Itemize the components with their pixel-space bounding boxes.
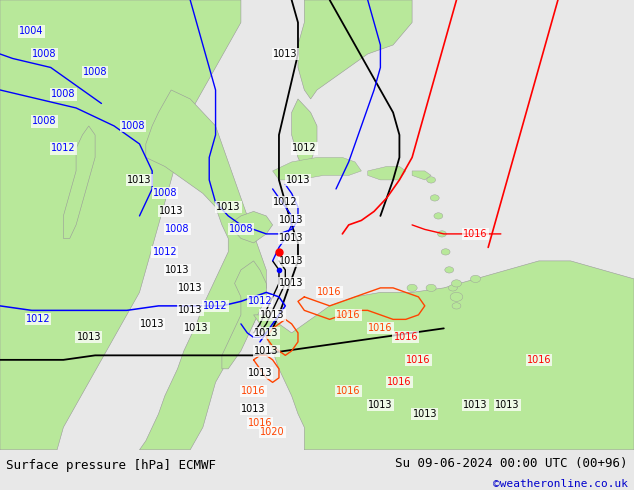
Text: 1013: 1013: [280, 233, 304, 244]
Text: 1013: 1013: [159, 206, 183, 217]
Circle shape: [445, 267, 454, 273]
Text: 1013: 1013: [165, 265, 190, 275]
Text: 1013: 1013: [280, 216, 304, 225]
Circle shape: [441, 249, 450, 255]
Text: 1016: 1016: [368, 323, 392, 333]
Text: 1008: 1008: [229, 224, 253, 234]
Text: 1013: 1013: [77, 332, 101, 343]
Text: 1013: 1013: [495, 400, 519, 410]
Text: 1016: 1016: [318, 287, 342, 297]
Circle shape: [448, 285, 457, 291]
Text: 1013: 1013: [254, 328, 278, 338]
Text: 1008: 1008: [32, 117, 56, 126]
Polygon shape: [228, 211, 273, 243]
Circle shape: [427, 177, 436, 183]
Circle shape: [426, 284, 436, 292]
Text: 1013: 1013: [286, 175, 310, 185]
Text: 1013: 1013: [368, 400, 392, 410]
Text: Surface pressure [hPa] ECMWF: Surface pressure [hPa] ECMWF: [6, 460, 216, 472]
Polygon shape: [292, 99, 317, 171]
Text: 1008: 1008: [121, 121, 145, 131]
Circle shape: [430, 195, 439, 201]
Polygon shape: [298, 0, 412, 99]
Text: 1012: 1012: [248, 296, 272, 306]
Text: ©weatheronline.co.uk: ©weatheronline.co.uk: [493, 479, 628, 489]
Text: 1012: 1012: [273, 197, 297, 207]
Text: 1013: 1013: [178, 305, 202, 316]
Text: 1013: 1013: [140, 319, 164, 329]
Polygon shape: [412, 171, 431, 180]
Text: 1004: 1004: [20, 26, 44, 36]
Text: 1008: 1008: [83, 67, 107, 77]
Text: 1008: 1008: [165, 224, 190, 234]
Text: 1013: 1013: [413, 409, 437, 419]
Circle shape: [407, 284, 417, 292]
Circle shape: [470, 275, 481, 283]
Text: 1016: 1016: [406, 355, 430, 365]
Text: 1012: 1012: [292, 144, 316, 153]
Text: 1013: 1013: [184, 323, 209, 333]
Text: Su 09-06-2024 00:00 UTC (00+96): Su 09-06-2024 00:00 UTC (00+96): [395, 457, 628, 470]
Text: 1016: 1016: [394, 332, 418, 343]
Text: 1013: 1013: [280, 278, 304, 289]
Text: 1013: 1013: [127, 175, 152, 185]
Text: 1013: 1013: [463, 400, 488, 410]
Text: 1012: 1012: [51, 144, 75, 153]
Polygon shape: [368, 167, 406, 180]
Text: 1008: 1008: [153, 189, 177, 198]
Text: 1016: 1016: [242, 386, 266, 396]
Text: 1016: 1016: [387, 377, 411, 388]
Circle shape: [434, 213, 443, 219]
Text: 1013: 1013: [261, 310, 285, 320]
Text: 1013: 1013: [242, 404, 266, 415]
Text: 1013: 1013: [178, 283, 202, 293]
Text: 1008: 1008: [32, 49, 56, 59]
Text: 1016: 1016: [337, 386, 361, 396]
Text: 1012: 1012: [153, 247, 177, 257]
Polygon shape: [222, 261, 266, 369]
Text: 1013: 1013: [280, 256, 304, 266]
Polygon shape: [254, 261, 634, 450]
Text: 1016: 1016: [248, 418, 272, 428]
Polygon shape: [273, 157, 361, 180]
Text: 1016: 1016: [463, 229, 488, 239]
Circle shape: [451, 280, 462, 287]
Text: 1013: 1013: [216, 202, 240, 212]
Circle shape: [452, 303, 461, 309]
Circle shape: [437, 231, 446, 237]
Text: 1012: 1012: [204, 301, 228, 311]
Text: 1008: 1008: [51, 90, 75, 99]
Text: 1016: 1016: [527, 355, 551, 365]
Text: 1016: 1016: [337, 310, 361, 320]
Text: 1020: 1020: [261, 427, 285, 437]
Text: 1013: 1013: [273, 49, 297, 59]
Polygon shape: [0, 0, 241, 450]
Circle shape: [450, 293, 463, 301]
Text: 1012: 1012: [26, 315, 50, 324]
Polygon shape: [63, 126, 95, 239]
Polygon shape: [139, 90, 266, 450]
Text: 1013: 1013: [254, 346, 278, 356]
Text: 1013: 1013: [248, 368, 272, 378]
